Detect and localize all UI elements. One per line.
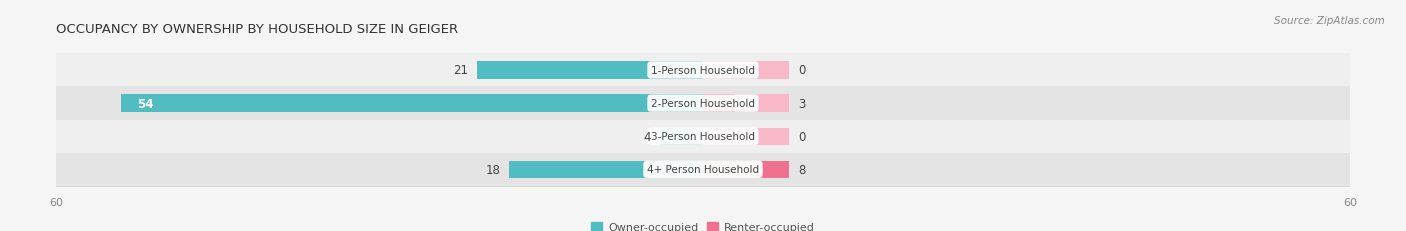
Text: Source: ZipAtlas.com: Source: ZipAtlas.com: [1274, 16, 1385, 26]
Bar: [477, 62, 703, 79]
Text: OCCUPANCY BY OWNERSHIP BY HOUSEHOLD SIZE IN GEIGER: OCCUPANCY BY OWNERSHIP BY HOUSEHOLD SIZE…: [56, 23, 458, 36]
Text: 0: 0: [797, 130, 806, 143]
Text: 18: 18: [485, 163, 501, 176]
Bar: [703, 95, 789, 112]
Bar: [703, 161, 789, 178]
Bar: [56, 87, 1350, 120]
Bar: [703, 161, 789, 178]
Text: 1-Person Household: 1-Person Household: [651, 66, 755, 76]
Bar: [703, 128, 789, 145]
Text: 4+ Person Household: 4+ Person Household: [647, 165, 759, 175]
Text: 2-Person Household: 2-Person Household: [651, 99, 755, 109]
Text: 0: 0: [797, 64, 806, 77]
Bar: [509, 161, 703, 178]
Bar: [56, 153, 1350, 186]
Text: 3-Person Household: 3-Person Household: [651, 132, 755, 142]
Bar: [56, 54, 1350, 87]
Bar: [121, 95, 703, 112]
Text: 21: 21: [453, 64, 468, 77]
Text: 54: 54: [138, 97, 153, 110]
Legend: Owner-occupied, Renter-occupied: Owner-occupied, Renter-occupied: [586, 218, 820, 231]
Bar: [56, 120, 1350, 153]
Bar: [703, 62, 789, 79]
Text: 3: 3: [797, 97, 806, 110]
Text: 4: 4: [644, 130, 651, 143]
Bar: [659, 128, 703, 145]
Bar: [703, 95, 735, 112]
Text: 8: 8: [797, 163, 806, 176]
